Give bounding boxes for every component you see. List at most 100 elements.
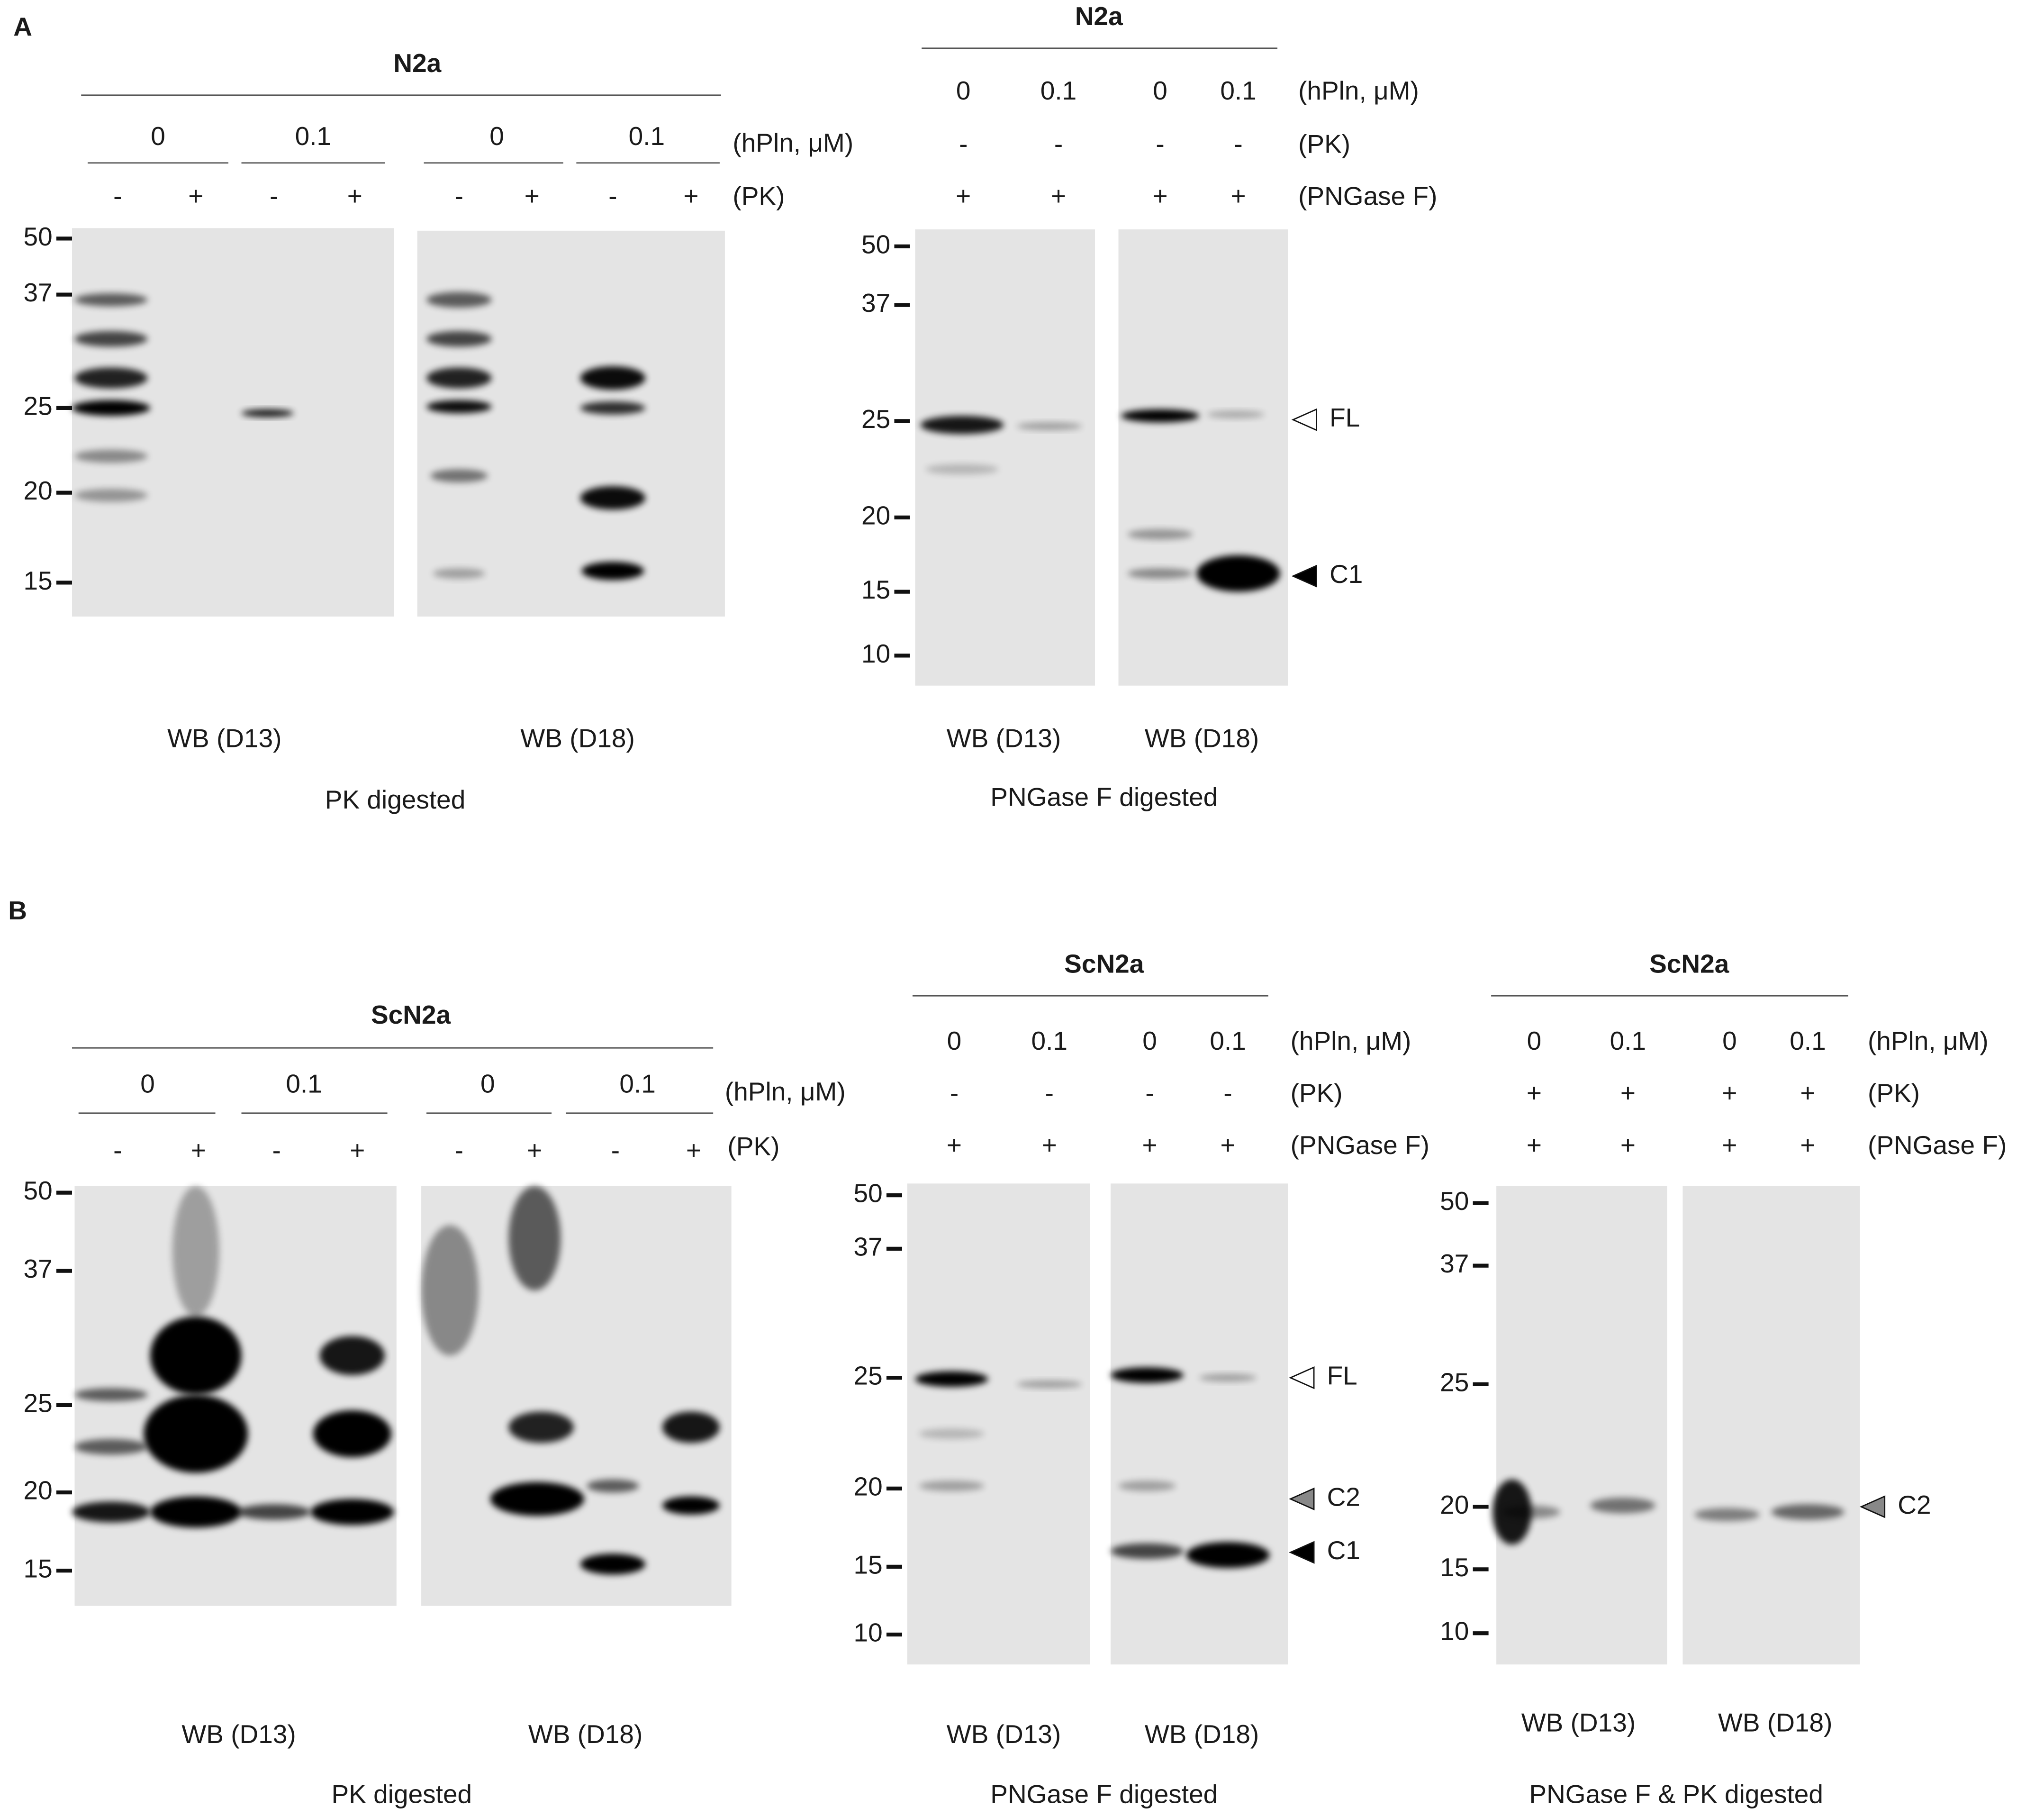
antibody: WB (D18)	[1145, 1719, 1259, 1749]
hpln-legend: (hPln, μM)	[1298, 76, 1419, 105]
band	[580, 366, 646, 390]
marker-label: 25	[1440, 1367, 1469, 1397]
marker-label: 20	[861, 500, 890, 530]
cell-line: ScN2a	[1649, 949, 1729, 979]
band-label: C1	[1330, 559, 1363, 589]
marker-label: 15	[861, 575, 890, 604]
band	[430, 469, 488, 482]
pk-label: +	[191, 1136, 206, 1165]
pk-label: +	[350, 1136, 365, 1165]
band	[925, 464, 999, 475]
band	[1199, 1373, 1257, 1382]
caption: PNGase F digested	[990, 1780, 1218, 1809]
band-arrow	[1289, 1366, 1315, 1390]
pk-label: -	[270, 182, 278, 211]
band	[150, 1316, 242, 1395]
pk-label: -	[272, 1136, 281, 1165]
band-arrow	[1291, 408, 1317, 431]
hpln-legend: (hPln, μM)	[725, 1077, 846, 1106]
pngase-label: +	[1042, 1130, 1057, 1160]
marker-label: 37	[854, 1232, 883, 1261]
band	[74, 489, 148, 502]
band	[662, 1411, 720, 1443]
hpln-label: 0	[1527, 1026, 1542, 1055]
hpln-legend: (hPln, μM)	[1291, 1026, 1411, 1055]
band	[1121, 409, 1200, 423]
band	[580, 401, 646, 415]
pngase-label: +	[956, 182, 971, 211]
hpln-label: 0	[956, 76, 971, 105]
band	[172, 1186, 219, 1317]
pngase-legend: (PNGase F)	[1298, 182, 1437, 211]
hpln-label: 0.1	[619, 1069, 655, 1099]
pk-label: +	[1527, 1078, 1542, 1108]
band	[241, 409, 294, 418]
pk-label: -	[1234, 129, 1242, 159]
caption: PNGase F digested	[990, 782, 1218, 812]
pk-label: +	[683, 182, 698, 211]
pk-label: -	[1156, 129, 1164, 159]
pk-label: -	[608, 182, 617, 211]
band	[74, 1439, 148, 1455]
band	[74, 1388, 148, 1401]
pk-legend: (PK)	[733, 182, 785, 211]
hpln-label: 0	[1142, 1026, 1157, 1055]
cell-line: ScN2a	[371, 1000, 451, 1029]
band	[1127, 568, 1193, 579]
band	[1196, 555, 1280, 592]
marker-label: 50	[1440, 1186, 1469, 1216]
pk-label: -	[1054, 129, 1063, 159]
hpln-legend: (hPln, μM)	[733, 128, 853, 157]
gel	[1111, 1183, 1288, 1665]
hpln-label: 0	[947, 1026, 962, 1055]
marker-label: 25	[24, 391, 53, 420]
marker-label: 37	[861, 288, 890, 318]
marker-label: 20	[24, 1476, 53, 1505]
hpln-label: 0	[1153, 76, 1167, 105]
marker-label: 37	[24, 1254, 53, 1283]
cell-line: N2a	[393, 48, 441, 78]
band	[1111, 1543, 1184, 1559]
band-label: FL	[1330, 403, 1360, 432]
pk-label: -	[1223, 1078, 1232, 1108]
panel-label: B	[8, 896, 27, 925]
caption: PK digested	[325, 785, 466, 814]
pngase-label: +	[1051, 182, 1066, 211]
pk-label: +	[347, 182, 362, 211]
pk-label: -	[113, 1136, 122, 1165]
pngase-legend: (PNGase F)	[1291, 1130, 1429, 1160]
hpln-legend: (hPln, μM)	[1868, 1026, 1989, 1055]
pngase-label: +	[1620, 1130, 1636, 1160]
antibody: WB (D13)	[947, 1719, 1061, 1749]
band	[920, 416, 1004, 434]
hpln-label: 0	[1722, 1026, 1737, 1055]
pngase-label: +	[1230, 182, 1246, 211]
panel-label: A	[13, 12, 32, 41]
band	[72, 400, 151, 416]
band	[1111, 1367, 1184, 1383]
pk-label: +	[686, 1136, 701, 1165]
pk-label: -	[1145, 1078, 1154, 1108]
hpln-label: 0.1	[1040, 76, 1076, 105]
band	[1016, 1380, 1082, 1389]
band-label: C2	[1898, 1490, 1931, 1519]
pk-label: -	[959, 129, 968, 159]
band	[662, 1496, 720, 1515]
pk-label: -	[455, 1136, 463, 1165]
pk-label: +	[1620, 1078, 1636, 1108]
pngase-label: +	[1142, 1130, 1157, 1160]
hpln-label: 0.1	[1031, 1026, 1067, 1055]
pk-legend: (PK)	[1291, 1078, 1343, 1108]
band	[74, 331, 148, 347]
pk-label: +	[1722, 1078, 1737, 1108]
pngase-label: +	[1152, 182, 1167, 211]
pk-legend: (PK)	[1868, 1078, 1920, 1108]
marker-label: 50	[861, 229, 890, 259]
band	[508, 1186, 561, 1290]
antibody: WB (D18)	[528, 1719, 642, 1749]
band	[433, 568, 485, 579]
pngase-label: +	[947, 1130, 962, 1160]
band	[426, 331, 492, 347]
marker-label: 37	[1440, 1249, 1469, 1278]
